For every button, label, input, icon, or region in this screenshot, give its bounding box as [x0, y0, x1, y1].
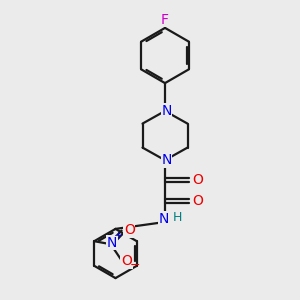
Text: O: O: [124, 223, 135, 237]
Text: −: −: [129, 259, 140, 272]
Text: N: N: [161, 104, 172, 118]
Text: O: O: [192, 173, 203, 187]
Text: O: O: [121, 254, 132, 268]
Text: N: N: [158, 212, 169, 226]
Text: O: O: [192, 194, 203, 208]
Text: H: H: [173, 211, 182, 224]
Text: +: +: [114, 231, 124, 241]
Text: F: F: [161, 13, 169, 26]
Text: N: N: [161, 153, 172, 167]
Text: N: N: [107, 236, 117, 250]
